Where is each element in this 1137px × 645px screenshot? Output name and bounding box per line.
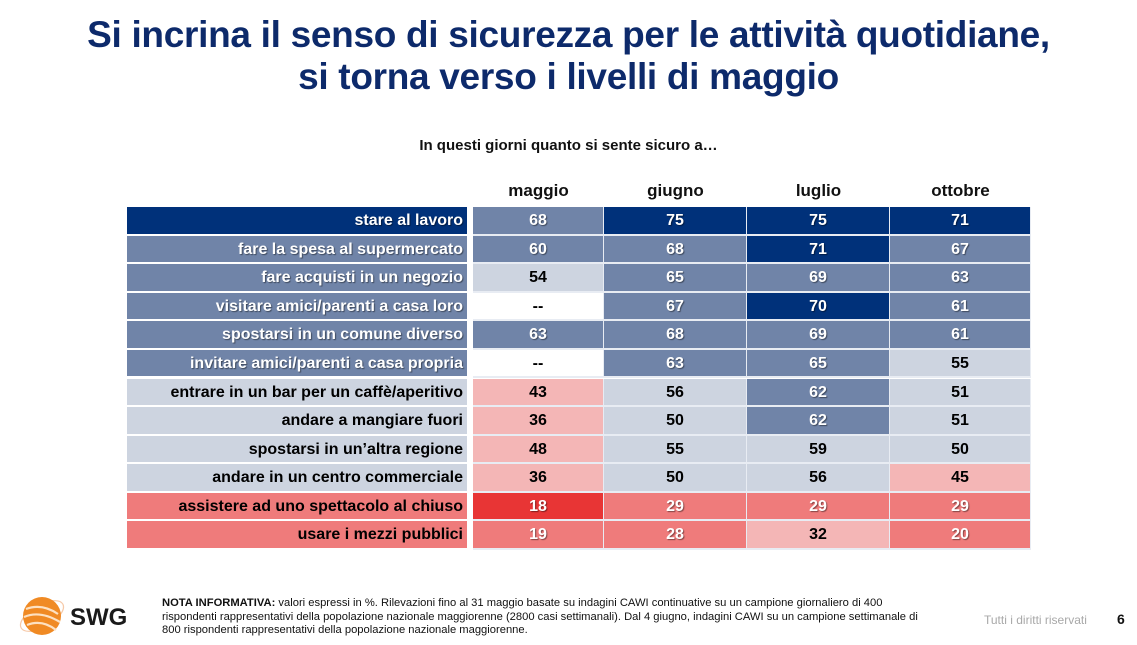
value-cell-luglio: 69 <box>747 321 890 350</box>
swg-logo: SWG <box>18 592 148 640</box>
row-label: fare acquisti in un negozio <box>127 264 467 293</box>
info-note-text: valori espressi in %. Rilevazioni fino a… <box>162 597 918 636</box>
value-cell-giugno: 68 <box>604 321 747 350</box>
column-header-luglio: luglio <box>795 181 842 200</box>
value-cell-giugno: 55 <box>604 435 747 465</box>
info-note-label: NOTA INFORMATIVA: <box>162 597 276 609</box>
value-cell-giugno: 29 <box>604 492 747 522</box>
table-row: fare acquisti in un negozio 54 65 69 63 <box>127 264 1031 293</box>
table-row: fare la spesa al supermercato 60 68 71 67 <box>127 235 1031 265</box>
row-label: andare a mangiare fuori <box>127 407 467 436</box>
value-cell-luglio: 59 <box>747 435 890 465</box>
column-header-maggio: maggio <box>508 181 569 200</box>
value-cell-ottobre: 45 <box>890 464 1031 493</box>
table-row: visitare amici/parenti a casa loro -- 67 70… <box>127 292 1031 322</box>
value-cell-maggio: 36 <box>473 407 604 436</box>
row-label: usare i mezzi pubblici <box>127 521 467 550</box>
value-cell-ottobre: 50 <box>890 435 1031 465</box>
value-cell-giugno: 50 <box>604 464 747 493</box>
value-cell-ottobre: 55 <box>890 349 1031 379</box>
table-row: usare i mezzi pubblici 19 28 32 20 <box>127 521 1031 550</box>
value-cell-ottobre: 63 <box>890 264 1031 293</box>
value-cell-ottobre: 51 <box>890 407 1031 436</box>
value-cell-luglio: 62 <box>747 378 890 408</box>
value-cell-maggio: 43 <box>473 378 604 408</box>
value-cell-giugno: 65 <box>604 264 747 293</box>
table-row: invitare amici/parenti a casa propria -- 6… <box>127 349 1031 379</box>
page-number: 6 <box>1117 611 1125 627</box>
column-header-giugno: giugno <box>647 181 704 200</box>
value-cell-ottobre: 29 <box>890 492 1031 522</box>
value-cell-luglio: 65 <box>747 349 890 379</box>
value-cell-ottobre: 51 <box>890 378 1031 408</box>
value-cell-maggio: -- <box>473 292 604 322</box>
globe-logo-icon: SWG <box>19 597 127 635</box>
value-cell-giugno: 50 <box>604 407 747 436</box>
value-cell-maggio: 18 <box>473 492 604 522</box>
logo-text: SWG <box>70 604 127 631</box>
slide-title-line-2: si torna verso i livelli di maggio <box>298 56 839 97</box>
value-cell-giugno: 63 <box>604 349 747 379</box>
value-cell-giugno: 68 <box>604 235 747 265</box>
heatmap-table: stare al lavoro 68 75 75 71 fare la spesa al … <box>127 207 1031 550</box>
table-question: In questi giorni quanto si sente sicuro … <box>419 137 718 154</box>
value-cell-maggio: 36 <box>473 464 604 493</box>
value-cell-maggio: 60 <box>473 235 604 265</box>
value-cell-ottobre: 61 <box>890 292 1031 322</box>
table-row: spostarsi in un comune diverso 63 68 69 61 <box>127 321 1031 350</box>
table-row: andare in un centro commerciale 36 50 56 45 <box>127 464 1031 493</box>
value-cell-giugno: 28 <box>604 521 747 550</box>
value-cell-maggio: 54 <box>473 264 604 293</box>
table-row: spostarsi in un’altra regione 48 55 59 50 <box>127 435 1031 465</box>
table-row: stare al lavoro 68 75 75 71 <box>127 207 1031 236</box>
row-label: spostarsi in un comune diverso <box>127 321 467 350</box>
value-cell-ottobre: 67 <box>890 235 1031 265</box>
row-label: entrare in un bar per un caffè/aperitivo <box>127 378 467 408</box>
value-cell-luglio: 69 <box>747 264 890 293</box>
value-cell-luglio: 56 <box>747 464 890 493</box>
value-cell-maggio: 68 <box>473 207 604 236</box>
slide-title-line-1: Si incrina il senso di sicurezza per le … <box>87 14 1050 55</box>
value-cell-luglio: 29 <box>747 492 890 522</box>
value-cell-ottobre: 71 <box>890 207 1031 236</box>
value-cell-luglio: 62 <box>747 407 890 436</box>
value-cell-luglio: 32 <box>747 521 890 550</box>
value-cell-ottobre: 61 <box>890 321 1031 350</box>
row-label: fare la spesa al supermercato <box>127 235 467 265</box>
rights-reserved: Tutti i diritti riservati <box>984 613 1087 627</box>
row-label: spostarsi in un’altra regione <box>127 435 467 465</box>
info-note: NOTA INFORMATIVA: valori espressi in %. … <box>162 597 922 638</box>
row-label: visitare amici/parenti a casa loro <box>127 292 467 322</box>
value-cell-giugno: 67 <box>604 292 747 322</box>
value-cell-giugno: 75 <box>604 207 747 236</box>
value-cell-ottobre: 20 <box>890 521 1031 550</box>
table-row: assistere ad uno spettacolo al chiuso 18 2… <box>127 492 1031 522</box>
value-cell-maggio: 63 <box>473 321 604 350</box>
row-label: assistere ad uno spettacolo al chiuso <box>127 492 467 522</box>
value-cell-maggio: 48 <box>473 435 604 465</box>
row-label: andare in un centro commerciale <box>127 464 467 493</box>
slide-title: Si incrina il senso di sicurezza per le … <box>0 14 1137 98</box>
value-cell-giugno: 56 <box>604 378 747 408</box>
value-cell-maggio: -- <box>473 349 604 379</box>
value-cell-luglio: 75 <box>747 207 890 236</box>
value-cell-luglio: 70 <box>747 292 890 322</box>
value-cell-maggio: 19 <box>473 521 604 550</box>
table-row: andare a mangiare fuori 36 50 62 51 <box>127 407 1031 436</box>
row-label: invitare amici/parenti a casa propria <box>127 349 467 379</box>
row-label: stare al lavoro <box>127 207 467 236</box>
column-header-ottobre: ottobre <box>931 181 990 200</box>
table-row: entrare in un bar per un caffè/aperitivo… <box>127 378 1031 408</box>
value-cell-luglio: 71 <box>747 235 890 265</box>
